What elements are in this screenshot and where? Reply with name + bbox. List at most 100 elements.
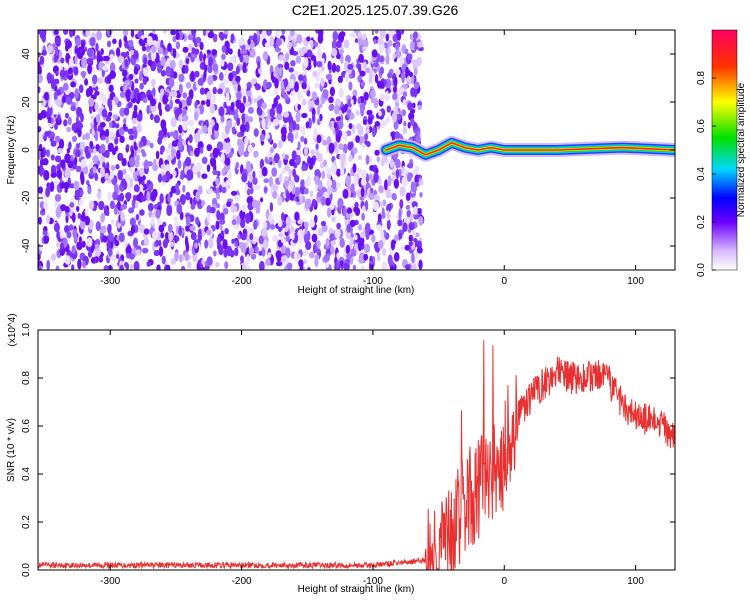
spectrogram-cell [195, 216, 200, 225]
spectrogram-cell [367, 116, 373, 125]
spectrogram-cell [316, 191, 323, 198]
spectrogram-cell [387, 254, 393, 266]
spectrogram-cell [133, 104, 138, 112]
spectrogram-cell [55, 265, 60, 270]
spectrogram-cell [182, 46, 189, 53]
colorbar: 0.0 0.2 0.4 0.6 0.8 Normalized spectral ampl… [696, 29, 747, 277]
spectrogram-cell [232, 214, 237, 221]
spectrogram-cell [331, 48, 338, 57]
spectrogram-cell [287, 41, 292, 50]
spectrogram-cell [386, 105, 391, 113]
spectrogram-cell [337, 197, 344, 209]
spectrogram-cell [194, 132, 201, 144]
spectrogram-cell [397, 232, 403, 240]
spectrogram-cell [115, 47, 121, 57]
spectrogram-cell [141, 151, 147, 158]
spectrogram-cell [288, 169, 294, 177]
spectrogram-cell [322, 139, 328, 146]
spectrogram-cell [391, 111, 398, 123]
spectrogram-cell [358, 224, 363, 231]
spectrogram-cell [394, 131, 401, 140]
spectrogram-cell [248, 173, 253, 183]
spectrogram-cell [405, 66, 409, 77]
spectrogram-cell [401, 75, 405, 84]
spectrogram-cell [187, 52, 192, 58]
spectrogram-cell [53, 30, 59, 35]
spectrogram-cell [276, 38, 282, 46]
spectrogram-cell [281, 238, 286, 244]
spectrogram-cell [193, 111, 199, 121]
spectrogram-cell [353, 234, 358, 241]
spectrogram-cell [84, 132, 91, 140]
spectrogram-cell [162, 238, 168, 249]
spectrogram-cell [206, 212, 211, 223]
spectrogram-cell [182, 114, 189, 122]
spectrogram-cell [292, 168, 297, 178]
spectrogram-cell [168, 77, 175, 88]
spectrogram-cell [404, 48, 409, 55]
spectrogram-cell [312, 70, 318, 78]
spectrogram-cell [184, 65, 189, 74]
spectrogram-cell [65, 112, 69, 119]
spectrogram-cell [314, 214, 318, 224]
spectrogram-cell [50, 154, 55, 161]
spectrogram-cell [178, 127, 183, 134]
spectrogram-cell [352, 163, 357, 173]
spectrogram-cell [164, 232, 170, 240]
spectrogram-cell [408, 240, 413, 247]
spectrogram-cell [38, 186, 43, 194]
spectrogram-cell [130, 225, 136, 235]
spectrogram-cell [151, 188, 158, 199]
spectrogram-cell [291, 150, 297, 161]
spectrogram-cell [289, 78, 295, 89]
spectrogram-cell [220, 230, 225, 237]
spectrogram-cell [78, 236, 82, 244]
spectrogram-cell [385, 54, 390, 65]
spectrogram-cell [109, 62, 116, 73]
spectrogram-cell [245, 212, 251, 224]
spectrogram-cell [73, 180, 80, 191]
spectrogram-cell [139, 82, 144, 90]
spectrogram-cell [262, 51, 268, 62]
spectrogram-cell [294, 187, 301, 197]
spectrogram-cell [94, 172, 98, 180]
spectrogram-cell [414, 251, 419, 259]
spectrogram-cell [264, 42, 271, 48]
spectrogram-cell [43, 91, 50, 101]
spectrogram-cell [295, 116, 301, 123]
spectrogram-cell [243, 151, 249, 158]
spectrogram-cell [284, 61, 290, 70]
spectrogram-cell [398, 168, 402, 178]
spectrogram-cell [317, 103, 323, 109]
spectrogram-cell [131, 198, 136, 209]
spectrogram-cell [60, 159, 66, 170]
spectrogram-cell [208, 56, 213, 68]
spectrogram-cell [345, 175, 352, 187]
spectrogram-cell [186, 169, 193, 180]
spectrogram-cell [307, 267, 311, 270]
spectrogram-cell [386, 203, 392, 213]
spectrogram-cell [76, 106, 83, 118]
spectrogram-cell [413, 206, 418, 215]
spectrogram-cell [272, 118, 280, 126]
y-tick-label: -20 [21, 190, 32, 205]
spectrogram-cell [87, 63, 93, 75]
spectrogram-cell [255, 206, 261, 214]
spectrogram-cell [167, 223, 173, 233]
spectrogram-cell [230, 110, 236, 116]
spectrogram-cell [209, 207, 216, 214]
spectrogram-cell [340, 167, 345, 177]
spectrogram-cell [247, 144, 254, 154]
spectrogram-cell [99, 121, 106, 128]
spectrogram-cell [85, 30, 91, 37]
spectrogram-cell [285, 52, 290, 61]
spectrogram-cell [278, 232, 284, 238]
spectrogram-cell [289, 158, 296, 167]
spectrogram-cell [139, 209, 145, 216]
spectrogram-cell [159, 193, 164, 204]
spectrogram-cell [72, 228, 78, 239]
spectrogram-cell [74, 88, 79, 100]
spectrogram-cell [128, 39, 134, 47]
spectrogram-cell [214, 148, 220, 156]
spectrogram-cell [130, 30, 135, 38]
